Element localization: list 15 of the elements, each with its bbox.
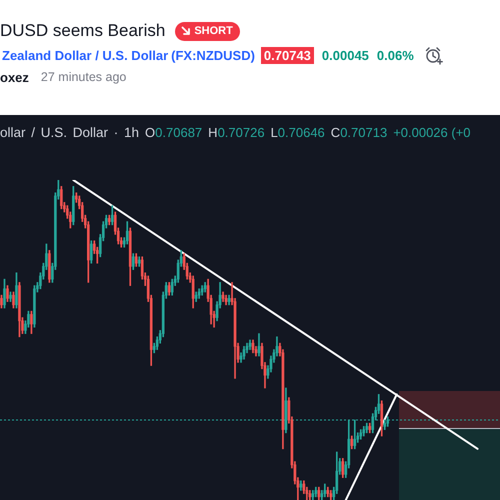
text: +0.00026 (+0	[393, 125, 471, 140]
text: 0.06%	[376, 48, 414, 62]
text: 27 minutes ago	[40, 70, 126, 84]
badge: 0.70743	[260, 46, 314, 64]
text: O0.70687	[145, 125, 202, 140]
text: C0.70713	[330, 125, 388, 140]
badge: SHORT	[175, 22, 240, 40]
text: 0.00045	[322, 48, 369, 62]
text: L0.70646	[270, 125, 325, 140]
text: ollar / U.S. Dollar · 1h	[0, 125, 140, 140]
text: H0.70726	[208, 125, 265, 140]
text: oxez	[0, 70, 29, 84]
chart-title: DUSD seems Bearish	[0, 21, 166, 41]
chart-subtitle: Zealand Dollar / U.S. Dollar	[2, 48, 168, 62]
text: (FX:NZDUSD)	[171, 48, 255, 62]
